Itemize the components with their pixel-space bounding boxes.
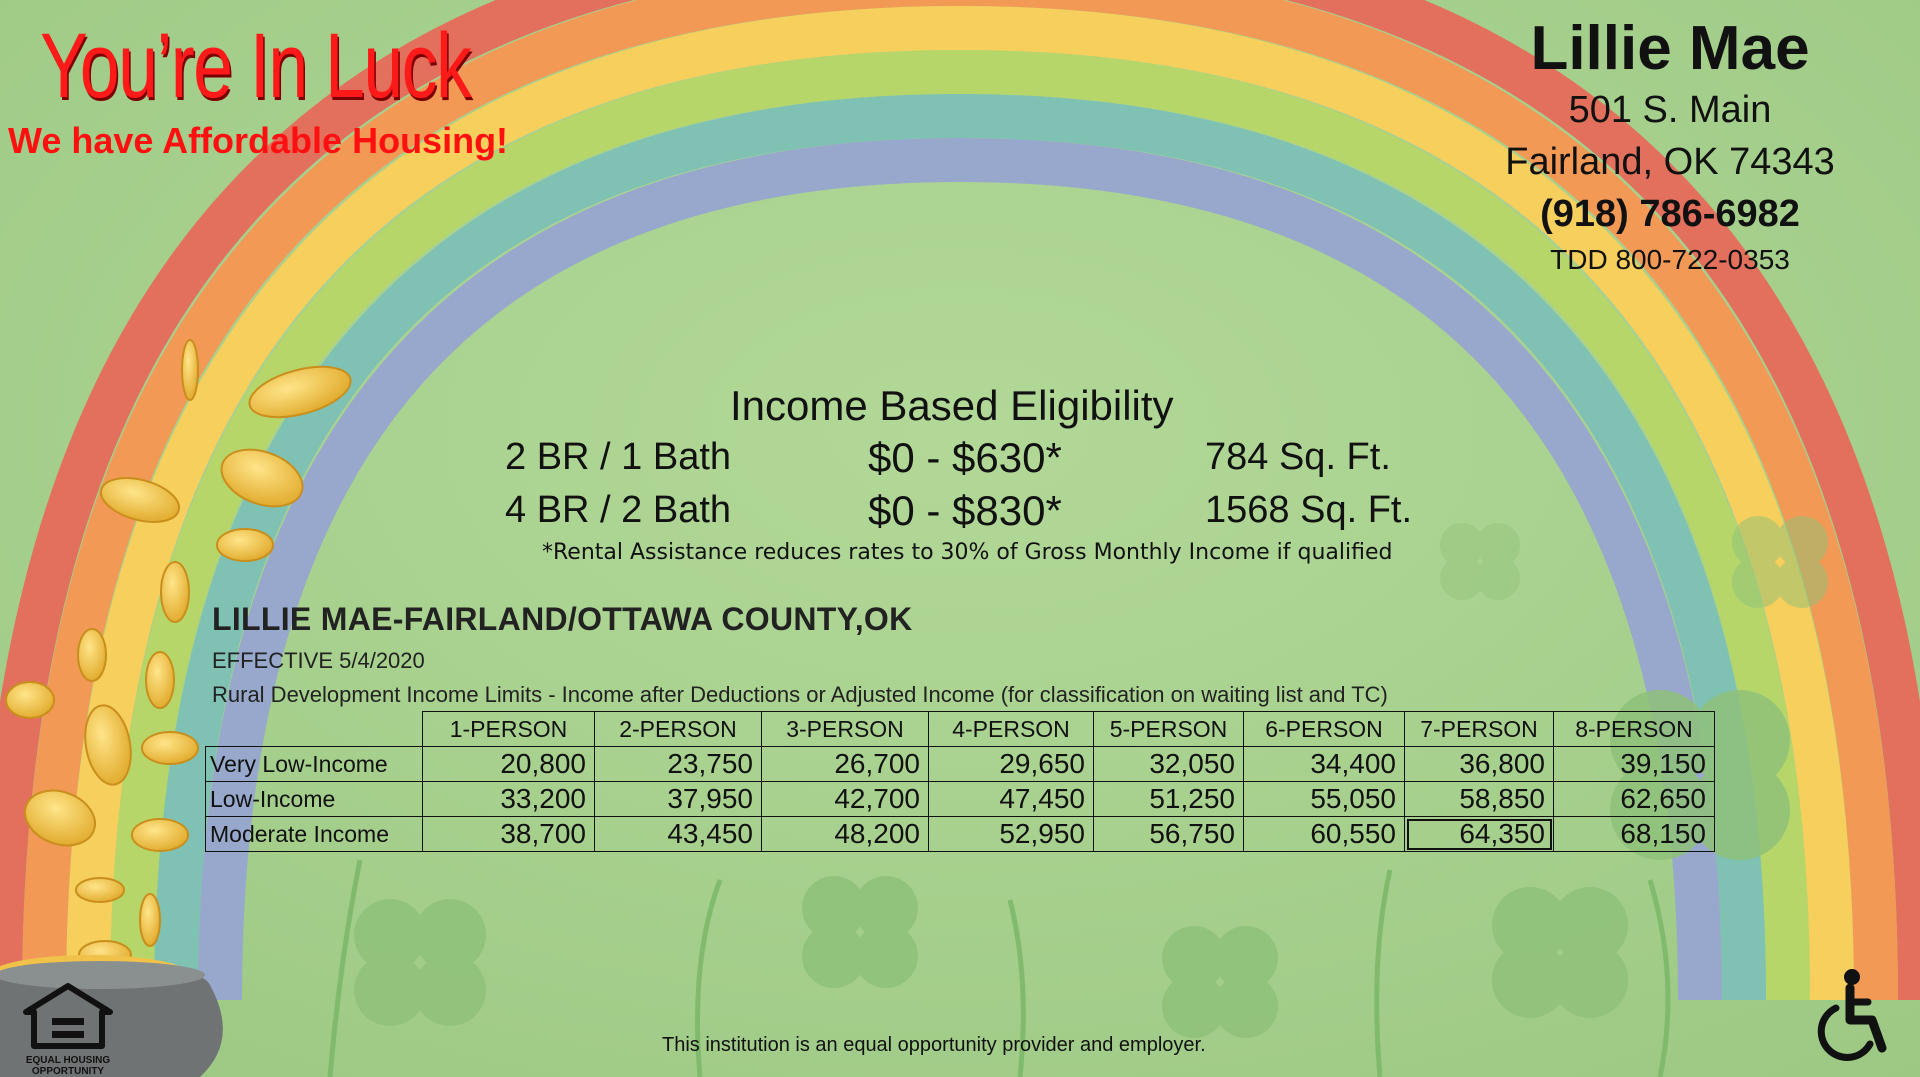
table-header-row: 1-PERSON 2-PERSON 3-PERSON 4-PERSON 5-PE… <box>205 711 1715 747</box>
table-cell[interactable]: 52,950 <box>928 816 1094 852</box>
eligibility-title: Income Based Eligibility <box>730 382 1174 429</box>
column-header: 2-PERSON <box>594 711 762 747</box>
promo-headline: You’re In Luck <box>40 15 472 117</box>
table-cell[interactable]: 56,750 <box>1093 816 1244 852</box>
column-header: 7-PERSON <box>1404 711 1554 747</box>
unit-size: 784 Sq. Ft. <box>1205 436 1391 478</box>
table-cell[interactable]: 58,850 <box>1404 781 1554 817</box>
table-cell[interactable]: 68,150 <box>1553 816 1715 852</box>
equal-housing-opportunity-label: EQUAL HOUSING OPPORTUNITY <box>25 1055 111 1077</box>
table-cell[interactable]: 51,250 <box>1093 781 1244 817</box>
row-label: Very Low-Income <box>205 746 423 782</box>
rainbow <box>0 0 1920 1001</box>
table-cell[interactable]: 37,950 <box>594 781 762 817</box>
unit-type: 4 BR / 2 Bath <box>505 489 732 531</box>
column-header: 8-PERSON <box>1553 711 1715 747</box>
phone-number: (918) 786-6982 <box>1540 193 1800 235</box>
table-cell[interactable]: 33,200 <box>422 781 595 817</box>
table-cell[interactable]: 47,450 <box>928 781 1094 817</box>
equal-housing-opportunity-logo: EQUAL HOUSING OPPORTUNITY <box>18 982 118 1077</box>
table-cell-selected[interactable]: 64,350 <box>1404 816 1554 852</box>
table-cell[interactable]: 36,800 <box>1404 746 1554 782</box>
income-limits-table: 1-PERSON 2-PERSON 3-PERSON 4-PERSON 5-PE… <box>205 711 1715 852</box>
table-corner <box>205 711 423 747</box>
promo-subheadline: We have Affordable Housing! <box>8 120 509 161</box>
address-line-2: Fairland, OK 74343 <box>1505 141 1835 183</box>
table-cell[interactable]: 48,200 <box>761 816 929 852</box>
table-cell[interactable]: 60,550 <box>1243 816 1405 852</box>
income-limits-description: Rural Development Income Limits - Income… <box>212 682 1388 707</box>
table-cell[interactable]: 39,150 <box>1553 746 1715 782</box>
table-cell[interactable]: 32,050 <box>1093 746 1244 782</box>
table-cell[interactable]: 26,700 <box>761 746 929 782</box>
property-name: Lillie Mae <box>1530 14 1810 83</box>
table-cell[interactable]: 29,650 <box>928 746 1094 782</box>
column-header: 3-PERSON <box>761 711 929 747</box>
income-limits-title: LILLIE MAE-FAIRLAND/OTTAWA COUNTY,OK <box>212 601 913 637</box>
unit-price: $0 - $630* <box>868 434 1062 481</box>
table-row: Low-Income 33,200 37,950 42,700 47,450 5… <box>205 781 1715 817</box>
tdd-number: TDD 800-722-0353 <box>1550 244 1790 275</box>
effective-date: EFFECTIVE 5/4/2020 <box>212 648 425 673</box>
address-line-1: 501 S. Main <box>1568 89 1772 131</box>
table-cell[interactable]: 20,800 <box>422 746 595 782</box>
unit-type: 2 BR / 1 Bath <box>505 436 732 478</box>
contact-block: Lillie Mae 501 S. Main Fairland, OK 7434… <box>1480 14 1860 280</box>
equal-housing-opportunity-icon <box>23 983 113 1049</box>
row-label: Moderate Income <box>205 816 423 852</box>
table-row: Very Low-Income 20,800 23,750 26,700 29,… <box>205 746 1715 782</box>
table-cell[interactable]: 38,700 <box>422 816 595 852</box>
equal-opportunity-statement: This institution is an equal opportunity… <box>662 1034 1206 1056</box>
column-header: 6-PERSON <box>1243 711 1405 747</box>
unit-price: $0 - $830* <box>868 487 1062 534</box>
gold-coins <box>5 339 352 970</box>
table-cell[interactable]: 55,050 <box>1243 781 1405 817</box>
unit-row: 2 BR / 1 Bath $0 - $630* 784 Sq. Ft. <box>0 430 1920 484</box>
table-cell[interactable]: 43,450 <box>594 816 762 852</box>
column-header: 5-PERSON <box>1093 711 1244 747</box>
rental-assistance-note: *Rental Assistance reduces rates to 30% … <box>542 540 1393 565</box>
column-header: 4-PERSON <box>928 711 1094 747</box>
table-row: Moderate Income 38,700 43,450 48,200 52,… <box>205 816 1715 852</box>
table-cell[interactable]: 42,700 <box>761 781 929 817</box>
unit-row: 4 BR / 2 Bath $0 - $830* 1568 Sq. Ft. <box>0 483 1920 537</box>
table-cell[interactable]: 34,400 <box>1243 746 1405 782</box>
unit-size: 1568 Sq. Ft. <box>1205 489 1413 531</box>
table-cell[interactable]: 23,750 <box>594 746 762 782</box>
fern-stems <box>327 859 1671 1077</box>
wheelchair-accessible-icon <box>1817 969 1887 1061</box>
column-header: 1-PERSON <box>422 711 595 747</box>
table-cell[interactable]: 62,650 <box>1553 781 1715 817</box>
row-label: Low-Income <box>205 781 423 817</box>
